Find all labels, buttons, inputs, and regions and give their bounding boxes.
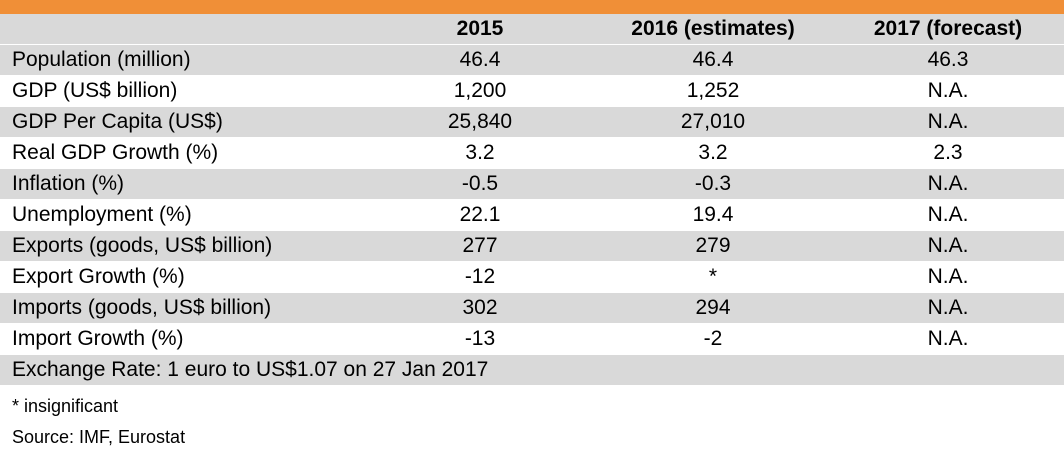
row-value-2016: 19.4 — [692, 203, 734, 226]
row-value-2015: 25,840 — [447, 110, 513, 133]
row-value-2017: 46.3 — [927, 48, 969, 71]
row-value-2015: 302 — [462, 296, 498, 319]
header-2017: 2017 (forecast) — [873, 17, 1023, 40]
source-note: Source: IMF, Eurostat — [12, 427, 186, 447]
row-value-2016: 27,010 — [680, 110, 746, 133]
row-label: GDP (US$ billion) — [12, 79, 178, 102]
footnote-insignificant: * insignificant — [12, 396, 119, 416]
table-row: Unemployment (%) 22.1 19.4 N.A. — [0, 200, 1064, 230]
row-value-2017: N.A. — [927, 265, 969, 288]
row-value-2015: 46.4 — [459, 48, 501, 71]
row-value-2017: 2.3 — [933, 141, 963, 164]
row-value-2016: 46.4 — [692, 48, 734, 71]
row-value-2016: 1,252 — [686, 79, 740, 102]
row-value-2017: N.A. — [927, 234, 969, 257]
accent-bar — [0, 0, 1064, 14]
row-value-2015: 277 — [462, 234, 498, 257]
header-2015: 2015 — [456, 17, 504, 40]
row-value-2015: 1,200 — [453, 79, 507, 102]
table-row: Real GDP Growth (%) 3.2 3.2 2.3 — [0, 138, 1064, 168]
row-label: Inflation (%) — [12, 172, 125, 195]
table-row: Population (million) 46.4 46.4 46.3 — [0, 45, 1064, 75]
row-value-2015: 3.2 — [465, 141, 495, 164]
row-label: Population (million) — [12, 48, 191, 71]
row-value-2017: N.A. — [927, 79, 969, 102]
table-row: GDP (US$ billion) 1,200 1,252 N.A. — [0, 76, 1064, 106]
row-label: Imports (goods, US$ billion) — [12, 296, 272, 319]
row-value-2015: -13 — [464, 327, 496, 350]
table-row: Inflation (%) -0.5 -0.3 N.A. — [0, 169, 1064, 199]
table-row: Exports (goods, US$ billion) 277 279 N.A… — [0, 231, 1064, 261]
table-row: Import Growth (%) -13 -2 N.A. — [0, 324, 1064, 354]
table-header-row: 2015 2016 (estimates) 2017 (forecast) — [0, 14, 1064, 44]
row-value-2016: 279 — [695, 234, 731, 257]
row-value-2015: -12 — [464, 265, 496, 288]
row-label: GDP Per Capita (US$) — [12, 110, 223, 133]
row-label: Exports (goods, US$ billion) — [12, 234, 273, 257]
table-row: Imports (goods, US$ billion) 302 294 N.A… — [0, 293, 1064, 323]
row-value-2017: N.A. — [927, 327, 969, 350]
row-value-2015: -0.5 — [461, 172, 499, 195]
row-value-2017: N.A. — [927, 110, 969, 133]
row-value-2016: 294 — [695, 296, 731, 319]
row-value-2015: 22.1 — [459, 203, 501, 226]
row-label: Export Growth (%) — [12, 265, 185, 288]
header-2016: 2016 (estimates) — [631, 17, 795, 40]
row-label: Unemployment (%) — [12, 203, 192, 226]
row-label: Import Growth (%) — [12, 327, 184, 350]
exchange-rate-text: Exchange Rate: 1 euro to US$1.07 on 27 J… — [12, 358, 489, 381]
table-row: Export Growth (%) -12 * N.A. — [0, 262, 1064, 292]
row-label: Real GDP Growth (%) — [12, 141, 219, 164]
row-value-2016: -0.3 — [694, 172, 732, 195]
row-value-2016: -2 — [703, 327, 723, 350]
table-row: GDP Per Capita (US$) 25,840 27,010 N.A. — [0, 107, 1064, 137]
exchange-rate-row: Exchange Rate: 1 euro to US$1.07 on 27 J… — [0, 355, 1064, 385]
row-value-2017: N.A. — [927, 296, 969, 319]
row-value-2016: * — [708, 265, 718, 288]
row-value-2017: N.A. — [927, 172, 969, 195]
row-value-2016: 3.2 — [698, 141, 728, 164]
row-value-2017: N.A. — [927, 203, 969, 226]
